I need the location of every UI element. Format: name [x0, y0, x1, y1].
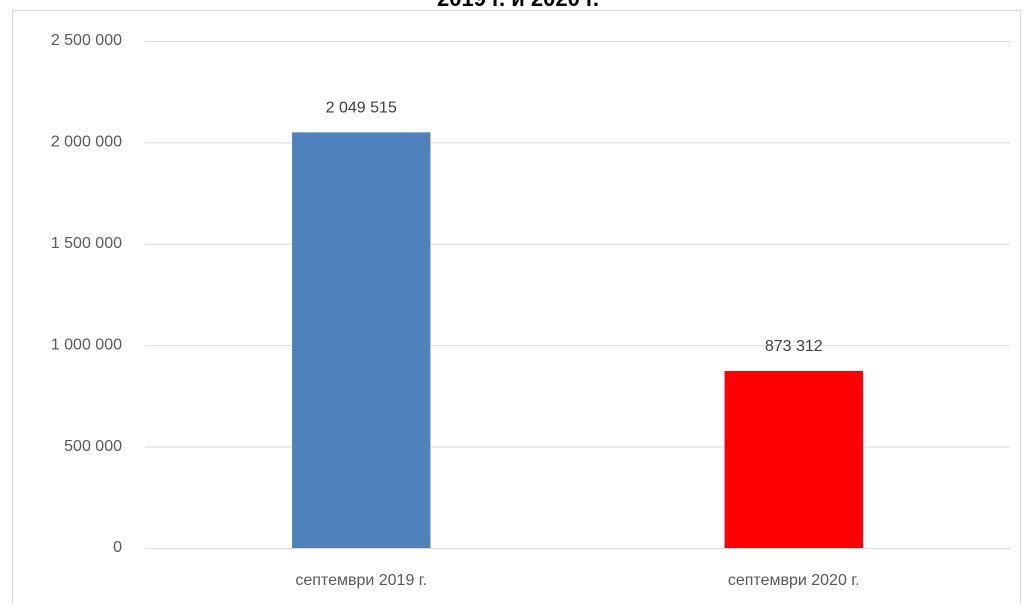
- y-tick-label: 2 500 000: [51, 32, 122, 49]
- data-label: 873 312: [765, 338, 823, 355]
- chart-border: [12, 10, 1021, 604]
- y-tick-label: 0: [113, 539, 122, 556]
- y-tick-label: 1 000 000: [51, 336, 122, 353]
- y-tick-label: 1 500 000: [51, 235, 122, 252]
- y-tick-label: 2 000 000: [51, 134, 122, 151]
- x-tick-label: септември 2020 г.: [728, 572, 860, 589]
- y-tick-label: 500 000: [64, 438, 122, 455]
- x-tick-label: септември 2019 г.: [295, 572, 427, 589]
- chart-title: 2019 г. и 2020 г.: [437, 0, 599, 11]
- bar: [292, 132, 431, 549]
- data-label: 2 049 515: [326, 100, 397, 117]
- bar: [724, 370, 863, 548]
